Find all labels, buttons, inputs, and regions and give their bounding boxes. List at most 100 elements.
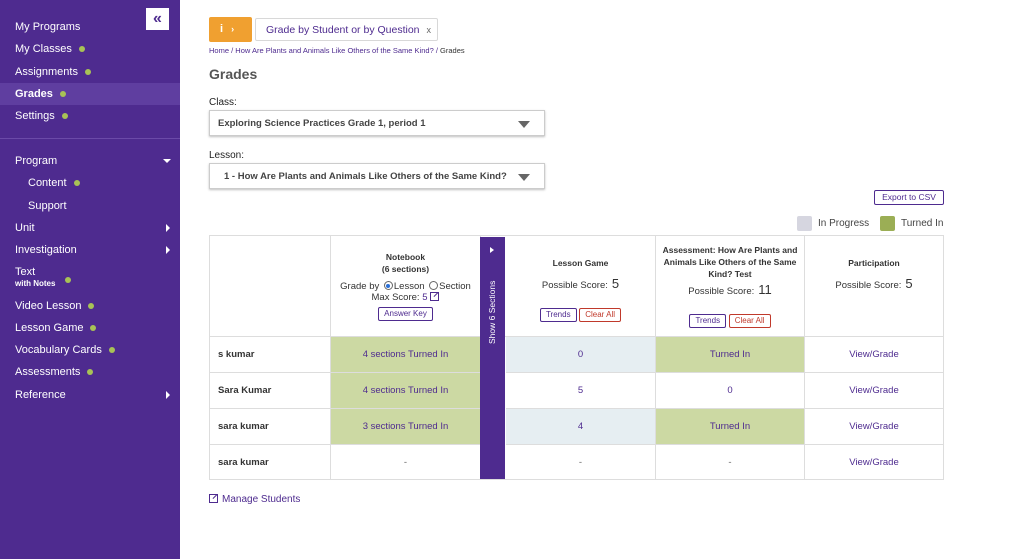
radio-lesson[interactable] — [383, 281, 393, 290]
sidebar-item-settings[interactable]: Settings — [0, 105, 180, 127]
assessment-cell[interactable]: 0 — [656, 373, 805, 409]
assessment-cell[interactable]: Turned In — [656, 409, 805, 445]
status-dot — [84, 69, 91, 76]
sidebar-item-video-lesson[interactable]: Video Lesson — [0, 295, 180, 317]
possible-score-label: Possible Score: — [835, 280, 902, 291]
sidebar-item-label: Unit — [15, 222, 35, 234]
clear-all-button[interactable]: Clear All — [728, 314, 771, 328]
edit-icon[interactable] — [430, 292, 440, 301]
sidebar-item-support[interactable]: Support — [0, 195, 180, 217]
trends-button[interactable]: Trends — [689, 314, 727, 328]
notebook-cell[interactable]: 3 sections Turned In — [331, 409, 481, 445]
participation-title: Participation — [848, 258, 900, 268]
clear-all-button[interactable]: Clear All — [579, 308, 622, 322]
sidebar-item-label: Assignments — [15, 66, 78, 78]
chevron-right-icon — [490, 247, 494, 253]
sidebar-item-text-with-notes[interactable]: Text with Notes — [0, 266, 180, 292]
header-assessment: Assessment: How Are Plants and Animals L… — [656, 236, 805, 337]
trends-button[interactable]: Trends — [539, 308, 577, 322]
assessment-title: Assessment: How Are Plants and Animals L… — [662, 245, 798, 279]
sidebar-item-unit[interactable]: Unit — [0, 217, 180, 239]
grade-by-tag[interactable]: Grade by Student or by Question x — [255, 18, 439, 41]
breadcrumb-separator: / — [435, 46, 438, 55]
sidebar-item-investigation[interactable]: Investigation — [0, 239, 180, 261]
sidebar-item-content[interactable]: Content — [0, 172, 180, 194]
assessment-cell[interactable]: Turned In — [656, 337, 805, 373]
assessment-cell: - — [656, 445, 805, 479]
sidebar-item-grades[interactable]: Grades — [0, 83, 180, 105]
legend-swatch-in-progress — [797, 216, 812, 231]
sidebar-item-label: Investigation — [15, 244, 77, 256]
lesson-game-cell[interactable]: 0 — [506, 337, 656, 373]
sidebar-item-program[interactable]: Program — [0, 150, 180, 172]
view-grade-link[interactable]: View/Grade — [805, 337, 943, 373]
manage-students-link[interactable]: Manage Students — [209, 494, 300, 505]
lesson-game-title: Lesson Game — [552, 258, 609, 268]
radio-lesson-label: Lesson — [393, 281, 425, 292]
status-dot — [88, 303, 95, 310]
lesson-game-cell[interactable]: 4 — [506, 409, 656, 445]
sidebar-item-label: Vocabulary Cards — [15, 344, 102, 356]
student-name: Sara Kumar — [210, 373, 331, 409]
status-dot — [108, 347, 115, 354]
sidebar: « My Programs My Classes Assignments Gra… — [0, 0, 180, 559]
sidebar-item-label: Program — [15, 155, 58, 167]
student-name: sara kumar — [210, 445, 331, 479]
chevron-right-icon — [166, 391, 170, 399]
sidebar-item-lesson-game[interactable]: Lesson Game — [0, 317, 180, 339]
sidebar-item-label: My Programs — [15, 21, 81, 33]
max-score-label: Max Score: — [371, 292, 420, 303]
sidebar-item-label: Grades — [15, 88, 53, 100]
status-dot — [78, 46, 85, 53]
sidebar-item-label: Content — [28, 177, 67, 189]
possible-score-label: Possible Score: — [688, 286, 755, 297]
sidebar-item-assessments[interactable]: Assessments — [0, 361, 180, 383]
notebook-cell[interactable]: 4 sections Turned In — [331, 337, 481, 373]
status-dot — [65, 277, 71, 283]
status-dot — [73, 180, 80, 187]
legend-swatch-turned-in — [880, 216, 895, 231]
answer-key-button[interactable]: Answer Key — [378, 307, 433, 321]
notebook-cell: - — [331, 445, 481, 479]
show-sections-text: Show 6 Sections — [487, 280, 497, 344]
header-name-cell — [210, 236, 331, 337]
edit-icon — [209, 494, 218, 503]
notebook-cell[interactable]: 4 sections Turned In — [331, 373, 481, 409]
breadcrumb-lesson-link[interactable]: How Are Plants and Animals Like Others o… — [235, 46, 434, 55]
sidebar-item-label: My Classes — [15, 43, 72, 55]
page-title: Grades — [209, 66, 258, 82]
lesson-game-cell[interactable]: 5 — [506, 373, 656, 409]
possible-score-value: 5 — [611, 276, 620, 291]
chevron-right-icon — [166, 224, 170, 232]
class-select[interactable]: Exploring Science Practices Grade 1, per… — [209, 110, 545, 136]
header-lesson-game: Lesson Game Possible Score: 5 Trends Clea… — [506, 236, 656, 337]
breadcrumb-current: Grades — [440, 46, 465, 55]
view-grade-link[interactable]: View/Grade — [805, 409, 943, 445]
lesson-game-possible: Possible Score: 5 — [506, 276, 655, 291]
breadcrumb-home-link[interactable]: Home — [209, 46, 230, 55]
close-icon[interactable]: x — [426, 25, 432, 35]
possible-score-label: Possible Score: — [541, 280, 608, 291]
status-dot — [90, 325, 97, 332]
student-name: s kumar — [210, 337, 331, 373]
info-button[interactable]: i › — [209, 17, 252, 42]
view-grade-link[interactable]: View/Grade — [805, 373, 943, 409]
export-csv-button[interactable]: Export to CSV — [874, 190, 944, 205]
collapse-sidebar-icon[interactable]: « — [146, 8, 169, 30]
legend-label-in-progress: In Progress — [818, 218, 870, 229]
sidebar-item-label: Assessments — [15, 366, 81, 378]
sidebar-item-label: Lesson Game — [15, 322, 84, 334]
sidebar-item-vocabulary-cards[interactable]: Vocabulary Cards — [0, 339, 180, 361]
lesson-select[interactable]: 1 - How Are Plants and Animals Like Othe… — [209, 163, 545, 189]
max-score-row: Max Score: 5 — [331, 292, 480, 303]
status-dot — [59, 91, 66, 98]
info-label: i — [220, 23, 224, 35]
sidebar-item-my-classes[interactable]: My Classes — [0, 38, 180, 60]
show-sections-toggle[interactable]: Show 6 Sections — [480, 237, 505, 479]
sidebar-item-reference[interactable]: Reference — [0, 384, 180, 406]
sidebar-item-assignments[interactable]: Assignments — [0, 61, 180, 83]
sidebar-item-my-programs[interactable]: My Programs — [0, 16, 180, 38]
view-grade-link[interactable]: View/Grade — [849, 457, 899, 468]
sidebar-item-label: Reference — [15, 389, 66, 401]
radio-section[interactable] — [429, 281, 439, 290]
